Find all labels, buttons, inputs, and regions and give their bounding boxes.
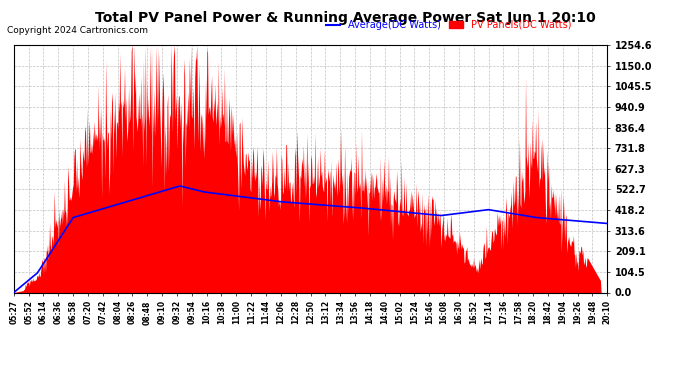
Legend: Average(DC Watts), PV Panels(DC Watts): Average(DC Watts), PV Panels(DC Watts)	[322, 16, 575, 34]
Text: Total PV Panel Power & Running Average Power Sat Jun 1 20:10: Total PV Panel Power & Running Average P…	[95, 11, 595, 25]
Text: Copyright 2024 Cartronics.com: Copyright 2024 Cartronics.com	[7, 26, 148, 35]
